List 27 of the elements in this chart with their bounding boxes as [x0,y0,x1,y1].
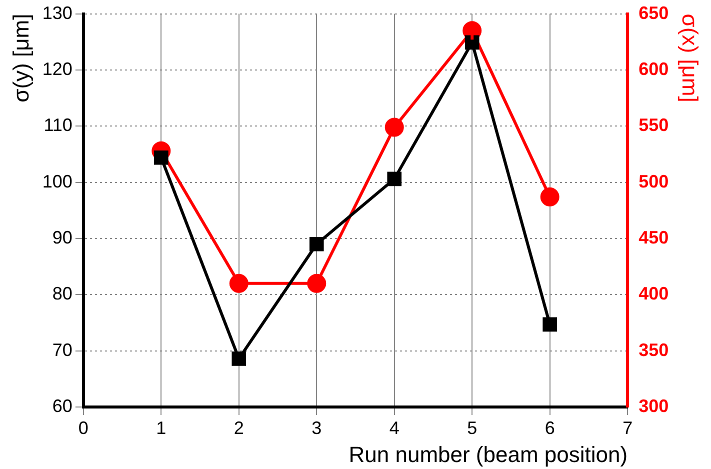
y2-tick-label: 300 [638,396,669,416]
y-tick-label: 120 [42,58,72,79]
y-tick-label: 130 [42,2,72,23]
x-tick-label: 7 [622,418,633,438]
x-tick-label: 1 [156,418,166,438]
y2-tick-label: 400 [638,284,669,304]
y-tick-label: 70 [52,340,72,360]
x-tick-label: 2 [234,418,244,438]
y2-tick-label: 600 [638,58,669,79]
y2-tick-label: 550 [638,115,669,136]
x-axis-title: Run number (beam position) [348,442,628,467]
y2-tick-label: 450 [638,227,669,248]
x-tick-label: 5 [467,418,478,438]
x-tick-label: 6 [544,418,555,438]
x-tick-label: 0 [78,418,88,438]
x-tick-label: 4 [389,418,400,438]
y-tick-label: 80 [52,284,72,304]
y-tick-label: 90 [52,227,72,248]
y-tick-label: 60 [52,396,72,416]
y-axis-title: σ(y) [μm] [8,14,34,102]
y2-tick-label: 350 [638,340,669,360]
y-tick-label: 110 [44,115,72,136]
y2-axis-title: σ(x) [μm] [678,14,703,102]
x-tick-label: 3 [312,418,322,438]
y2-tick-label: 500 [638,171,669,192]
y2-tick-label: 650 [638,2,669,23]
y-tick-label: 100 [42,171,72,192]
